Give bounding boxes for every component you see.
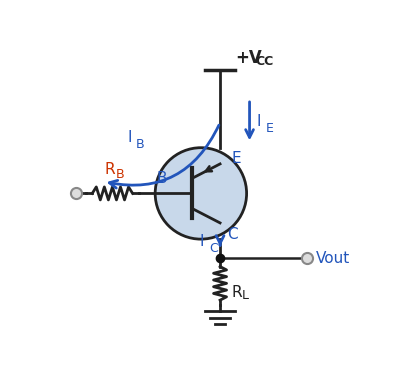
Text: CC: CC <box>256 55 274 68</box>
Text: +V: +V <box>235 49 261 67</box>
Text: C: C <box>227 228 238 242</box>
Text: I: I <box>257 114 261 129</box>
Text: L: L <box>242 289 249 302</box>
Text: E: E <box>232 151 242 166</box>
Text: C: C <box>209 242 217 255</box>
Circle shape <box>155 148 247 239</box>
Text: Vout: Vout <box>316 251 350 266</box>
Text: I: I <box>200 234 204 249</box>
Text: B: B <box>156 171 167 186</box>
Text: E: E <box>266 122 273 135</box>
Text: R: R <box>104 162 115 177</box>
Text: I: I <box>128 130 132 145</box>
Text: R: R <box>232 285 242 300</box>
Text: B: B <box>136 137 145 151</box>
Text: B: B <box>115 168 124 181</box>
